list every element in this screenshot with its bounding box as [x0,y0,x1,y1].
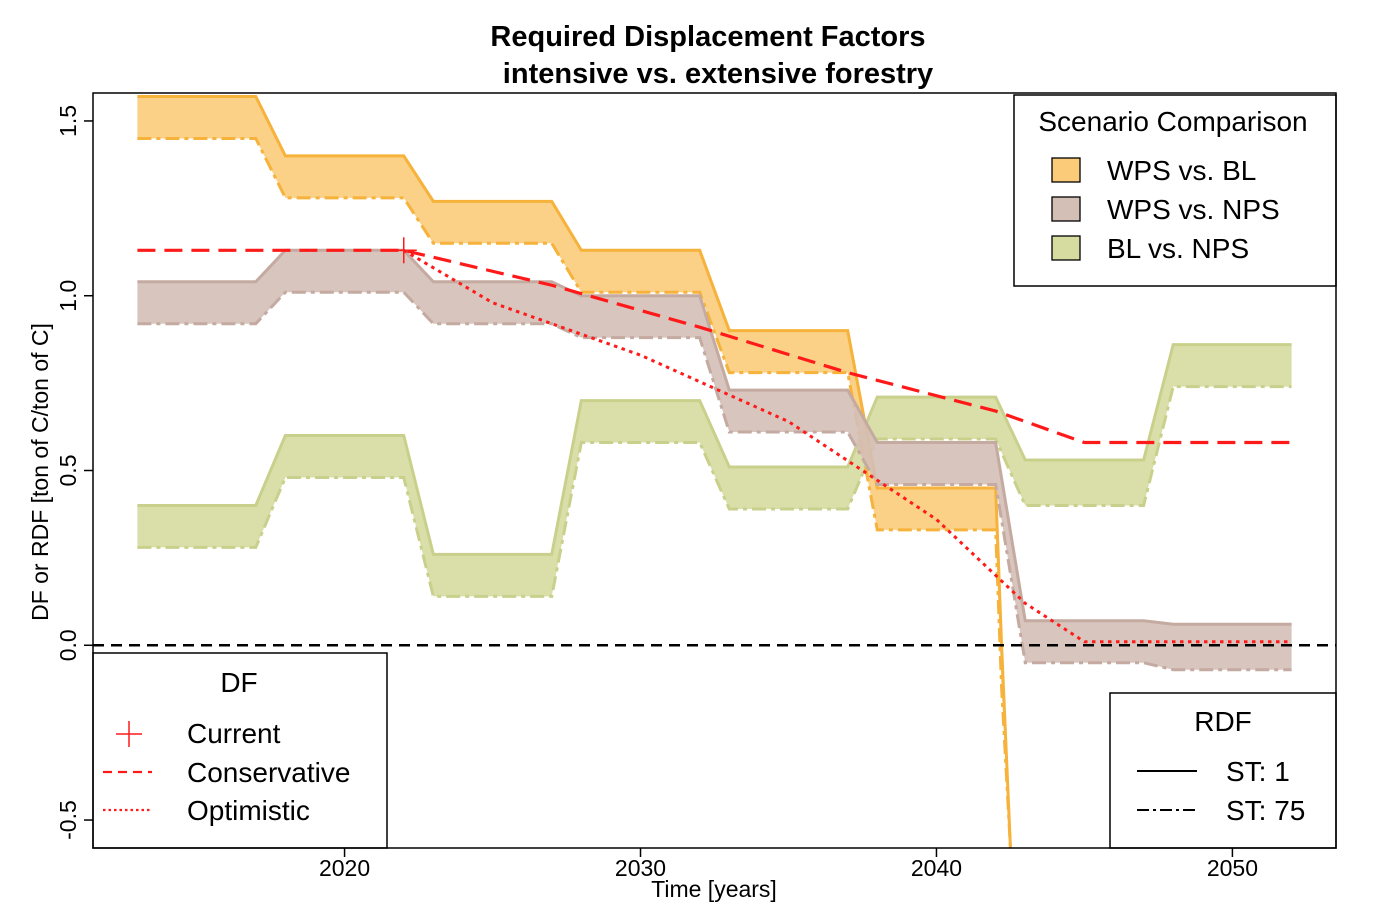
y-tick-label-0_5: 0.5 [55,455,81,487]
line-st1-wps-vs-bl [137,94,1012,848]
legend-label-current: Current [187,718,281,749]
legend-scenario: Scenario Comparison WPS vs. BL WPS vs. N… [1013,94,1337,287]
legend-label-bl-nps: BL vs. NPS [1107,233,1249,264]
y-tick-label-0: 0.0 [55,629,81,661]
band-wps-vs-nps [137,250,1292,670]
legend-df-box [92,652,388,849]
legend-current-marker [116,721,142,747]
y-axis: -0.5 0.0 0.5 1.0 1.5 [55,105,93,840]
legend-swatch-wps-bl [1051,157,1081,183]
df-optimistic-line [402,249,1292,644]
line-st75-bl-vs-nps [137,385,1292,598]
y-tick-label-neg0_5: -0.5 [55,800,81,840]
band-bl-vs-nps [137,344,1292,597]
legend-swatch-wps-nps [1051,196,1081,222]
chart-title: Required Displacement Factors [490,21,925,53]
x-axis-label: Time [years] [651,876,777,902]
scenario-bands [137,94,1292,848]
line-st1-wps-vs-nps [137,248,1292,626]
line-st1-bl-vs-nps [137,343,1292,556]
legend-swatch-bl-nps [1051,235,1081,261]
x-tick-label-2030: 2030 [615,855,666,881]
line-st75-wps-vs-bl [137,136,1012,848]
legend-label-st1: ST: 1 [1226,756,1290,787]
y-axis-label: DF or RDF [ton of C/ton of C] [27,323,53,621]
y-tick-label-1_5: 1.5 [55,105,81,137]
legend-rdf-title: RDF [1194,706,1252,737]
x-tick-label-2040: 2040 [911,855,962,881]
x-axis: 2020 2030 2040 2050 [319,848,1258,881]
chart-subtitle: intensive vs. extensive forestry [503,58,933,90]
x-tick-label-2020: 2020 [319,855,370,881]
band-wps-vs-bl [137,96,1011,848]
legend-label-st75: ST: 75 [1226,795,1305,826]
legend-label-wps-bl: WPS vs. BL [1107,155,1256,186]
legend-scenario-title: Scenario Comparison [1038,106,1307,137]
plot-frame [92,92,1337,849]
legend-label-wps-nps: WPS vs. NPS [1107,194,1280,225]
legend-label-optimistic: Optimistic [187,795,310,826]
legend-label-conservative: Conservative [187,757,350,788]
df-lines [137,237,1292,644]
df-conservative-line [137,248,1292,445]
legend-df: DF Current Conservative Optimistic [92,652,388,849]
y-tick-label-1: 1.0 [55,280,81,312]
legend-df-title: DF [220,667,257,698]
legend-rdf: RDF ST: 1 ST: 75 [1109,692,1337,849]
x-tick-label-2050: 2050 [1207,855,1258,881]
df-current-marker [390,237,417,264]
